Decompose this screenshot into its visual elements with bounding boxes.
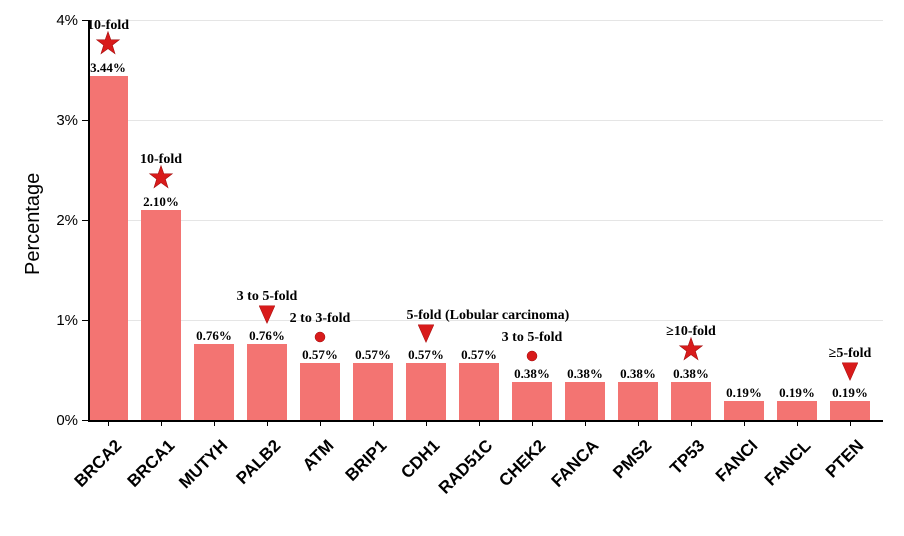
x-tick-label: BRIP1 xyxy=(342,436,392,486)
bar-value-label: 0.38% xyxy=(673,366,709,382)
x-tick-mark xyxy=(850,420,851,426)
x-tick-mark xyxy=(585,420,586,426)
bar xyxy=(565,382,605,420)
x-tick-label: CHEK2 xyxy=(495,436,550,491)
bar-value-label: 0.38% xyxy=(620,366,656,382)
bar-value-label: 0.57% xyxy=(461,347,497,363)
x-tick-mark xyxy=(161,420,162,426)
fold-label: 10-fold xyxy=(87,18,129,34)
bar-value-label: 0.19% xyxy=(726,385,762,401)
x-tick-label: FANCI xyxy=(712,436,762,486)
bar xyxy=(777,401,817,420)
x-tick-mark xyxy=(214,420,215,426)
x-tick-label: FANCL xyxy=(761,436,815,490)
fold-label: 2 to 3-fold xyxy=(290,311,351,327)
fold-label: 3 to 5-fold xyxy=(502,330,563,346)
x-tick-mark xyxy=(744,420,745,426)
bar xyxy=(141,210,181,420)
x-tick-mark xyxy=(108,420,109,426)
y-axis-line xyxy=(88,20,90,420)
x-tick-label: BRCA1 xyxy=(124,436,180,492)
x-tick-mark xyxy=(426,420,427,426)
x-tick-mark xyxy=(373,420,374,426)
y-tick-label: 2% xyxy=(56,212,78,229)
bar xyxy=(88,76,128,420)
fold-label: 10-fold xyxy=(140,152,182,168)
star-icon xyxy=(95,31,121,62)
bar xyxy=(406,363,446,420)
bar-value-label: 0.76% xyxy=(196,328,232,344)
bar xyxy=(671,382,711,420)
x-tick-label: PMS2 xyxy=(609,436,656,483)
grid-line xyxy=(88,220,883,221)
bar-value-label: 0.57% xyxy=(302,347,338,363)
triangle-icon xyxy=(259,306,275,329)
bar xyxy=(300,363,340,420)
x-tick-mark xyxy=(797,420,798,426)
x-tick-label: PTEN xyxy=(822,436,868,482)
plot-area: 3.44% 10-fold 2.10% 10-fold 0.76% 0.76% 3 t… xyxy=(88,20,883,420)
bar-value-label: 0.19% xyxy=(832,385,868,401)
bar-value-label: 0.38% xyxy=(567,366,603,382)
bar-value-label: 2.10% xyxy=(143,194,179,210)
x-tick-mark xyxy=(479,420,480,426)
x-axis-line xyxy=(88,420,883,422)
x-tick-label: TP53 xyxy=(666,436,709,479)
x-tick-mark xyxy=(638,420,639,426)
fold-label: 3 to 5-fold xyxy=(237,289,298,305)
star-icon xyxy=(678,337,704,368)
x-tick-mark xyxy=(320,420,321,426)
bar xyxy=(194,344,234,420)
bar-value-label: 0.19% xyxy=(779,385,815,401)
fold-label: ≥5-fold xyxy=(829,346,872,362)
y-tick-label: 3% xyxy=(56,112,78,129)
fold-label: ≥10-fold xyxy=(666,324,716,340)
y-axis-title: Percentage xyxy=(22,173,45,275)
dot-icon xyxy=(526,349,538,367)
dot-icon xyxy=(314,330,326,348)
bar-value-label: 0.57% xyxy=(355,347,391,363)
triangle-icon xyxy=(842,363,858,386)
bar xyxy=(353,363,393,420)
x-tick-label: RAD51C xyxy=(435,436,497,498)
fold-label: 5-fold (Lobular carcinoma) xyxy=(406,308,569,324)
bar-value-label: 0.57% xyxy=(408,347,444,363)
bar-value-label: 0.76% xyxy=(249,328,285,344)
x-tick-label: CDH1 xyxy=(397,436,444,483)
gene-percentage-chart: Percentage 3.44% 10-fold 2.10% 10-fold 0.7… xyxy=(0,0,904,536)
x-tick-mark xyxy=(267,420,268,426)
x-tick-label: MUTYH xyxy=(175,436,232,493)
bar-value-label: 0.38% xyxy=(514,366,550,382)
grid-line xyxy=(88,120,883,121)
x-tick-label: ATM xyxy=(299,436,338,475)
x-tick-label: BRCA2 xyxy=(71,436,127,492)
y-tick-label: 4% xyxy=(56,12,78,29)
bar xyxy=(459,363,499,420)
bar-value-label: 3.44% xyxy=(90,60,126,76)
triangle-icon xyxy=(418,325,434,348)
bar xyxy=(830,401,870,420)
x-tick-label: FANCA xyxy=(548,436,604,492)
bar xyxy=(724,401,764,420)
bar xyxy=(512,382,552,420)
y-tick-label: 1% xyxy=(56,312,78,329)
star-icon xyxy=(148,165,174,196)
x-tick-label: PALB2 xyxy=(232,436,285,489)
bar xyxy=(247,344,287,420)
grid-line xyxy=(88,20,883,21)
x-tick-mark xyxy=(691,420,692,426)
y-tick-label: 0% xyxy=(56,412,78,429)
bar xyxy=(618,382,658,420)
x-tick-mark xyxy=(532,420,533,426)
